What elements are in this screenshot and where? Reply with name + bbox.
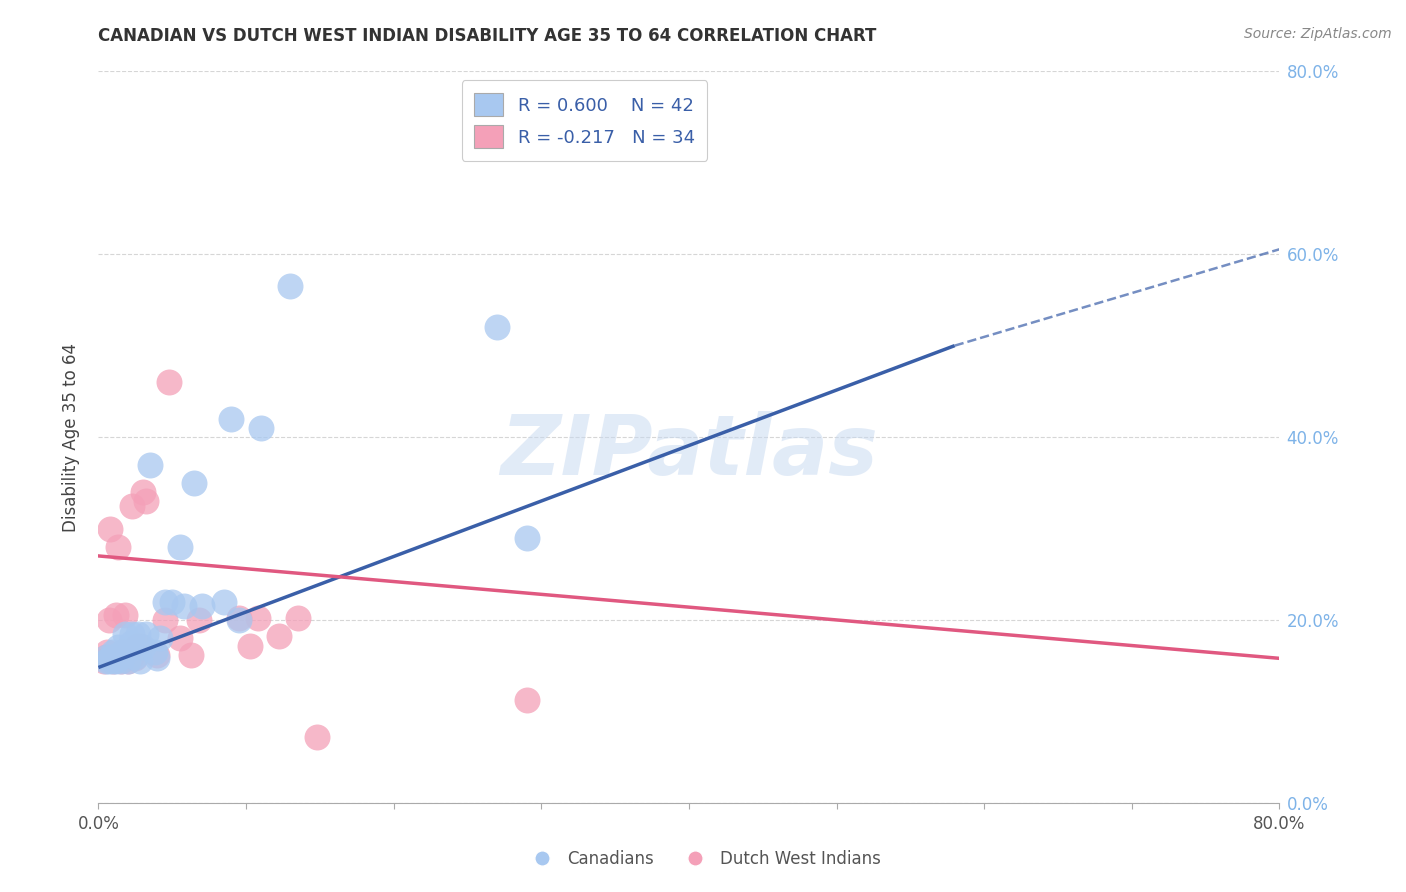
Point xyxy=(180,648,202,662)
Point xyxy=(97,613,120,627)
Point xyxy=(246,611,269,625)
Point xyxy=(169,540,191,554)
Point xyxy=(110,654,132,668)
Point xyxy=(107,648,129,662)
Point xyxy=(187,613,209,627)
Point xyxy=(239,639,262,653)
Point xyxy=(117,654,139,668)
Point xyxy=(94,654,117,668)
Point xyxy=(98,521,121,535)
Point xyxy=(250,421,273,435)
Point xyxy=(110,649,132,664)
Point xyxy=(143,645,166,659)
Point xyxy=(111,645,134,659)
Point xyxy=(219,412,242,426)
Point xyxy=(121,499,143,513)
Point xyxy=(267,629,290,643)
Point xyxy=(93,654,115,668)
Point xyxy=(103,645,125,659)
Point xyxy=(120,636,142,650)
Point xyxy=(124,649,146,664)
Legend: Canadians, Dutch West Indians: Canadians, Dutch West Indians xyxy=(519,844,887,875)
Point xyxy=(121,626,143,640)
Point xyxy=(287,611,309,625)
Point xyxy=(139,458,162,472)
Point xyxy=(157,376,180,390)
Point xyxy=(103,649,125,664)
Point xyxy=(100,649,122,664)
Point xyxy=(94,649,117,664)
Point xyxy=(128,639,150,653)
Point xyxy=(98,651,121,665)
Point xyxy=(153,594,176,608)
Point xyxy=(191,599,214,614)
Point xyxy=(228,613,250,627)
Point xyxy=(305,730,328,744)
Point xyxy=(105,651,128,665)
Point xyxy=(162,594,183,608)
Text: CANADIAN VS DUTCH WEST INDIAN DISABILITY AGE 35 TO 64 CORRELATION CHART: CANADIAN VS DUTCH WEST INDIAN DISABILITY… xyxy=(98,27,877,45)
Point xyxy=(111,645,134,659)
Point xyxy=(146,648,169,662)
Legend: R = 0.600    N = 42, R = -0.217   N = 34: R = 0.600 N = 42, R = -0.217 N = 34 xyxy=(461,80,707,161)
Point xyxy=(135,626,157,640)
Point xyxy=(110,649,132,664)
Y-axis label: Disability Age 35 to 64: Disability Age 35 to 64 xyxy=(62,343,80,532)
Text: ZIPatlas: ZIPatlas xyxy=(501,411,877,492)
Point xyxy=(107,540,129,554)
Point xyxy=(94,649,117,664)
Point xyxy=(114,608,136,623)
Point xyxy=(118,642,141,657)
Point xyxy=(153,613,176,627)
Point xyxy=(114,626,136,640)
Point xyxy=(96,645,118,659)
Point xyxy=(97,654,120,668)
Point xyxy=(128,654,150,668)
Point xyxy=(103,649,125,664)
Point xyxy=(228,611,250,625)
Point xyxy=(125,639,148,653)
Point xyxy=(515,693,537,707)
Point xyxy=(127,626,149,640)
Point xyxy=(183,475,205,490)
Point xyxy=(105,608,128,623)
Point xyxy=(103,654,125,668)
Point xyxy=(146,651,169,665)
Point xyxy=(120,649,142,664)
Point xyxy=(124,651,146,665)
Point xyxy=(107,640,129,655)
Point xyxy=(486,320,509,334)
Point xyxy=(278,279,302,293)
Point xyxy=(169,632,191,646)
Text: Source: ZipAtlas.com: Source: ZipAtlas.com xyxy=(1244,27,1392,41)
Point xyxy=(103,654,125,668)
Point xyxy=(132,485,155,500)
Point xyxy=(135,494,157,508)
Point xyxy=(149,632,172,646)
Point xyxy=(212,594,235,608)
Point xyxy=(515,531,537,545)
Point xyxy=(173,599,195,614)
Point xyxy=(117,654,139,668)
Point xyxy=(105,654,128,668)
Point xyxy=(110,654,132,668)
Point xyxy=(132,640,155,655)
